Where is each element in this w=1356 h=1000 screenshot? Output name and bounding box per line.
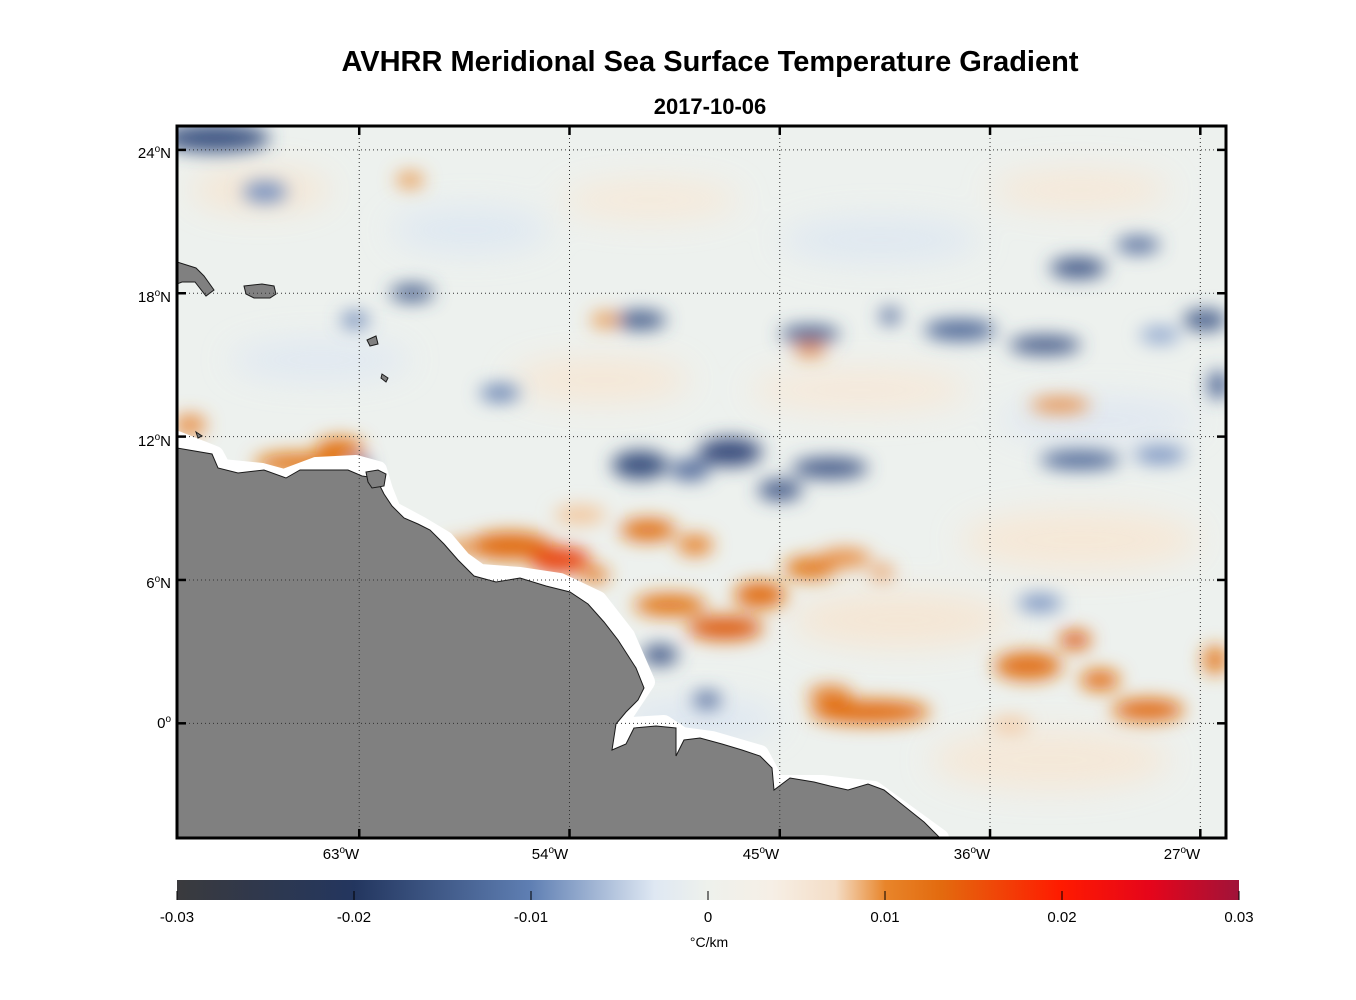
lat-tick-label: 0o xyxy=(157,714,171,732)
lon-tick-label: 45oW xyxy=(742,845,780,863)
lat-tick-label: 12oN xyxy=(137,432,171,450)
island-trinidad xyxy=(365,469,387,489)
colorbar-tick-label: 0.02 xyxy=(1047,909,1077,926)
island-guadeloupe xyxy=(366,335,379,347)
lat-tick-label: 6oN xyxy=(146,574,171,592)
island-martinique xyxy=(380,373,389,383)
gradient-field xyxy=(177,126,1226,838)
lat-tick-label: 18oN xyxy=(137,288,171,306)
island-hispaniola xyxy=(177,261,215,297)
map-frame xyxy=(175,124,1228,840)
colorbar-tick-label: -0.02 xyxy=(336,909,372,926)
lon-tick-label: 27oW xyxy=(1163,845,1201,863)
island-puerto-rico xyxy=(243,283,277,299)
colorbar-tick-label: -0.03 xyxy=(159,909,195,926)
colorbar-tick-label: 0 xyxy=(703,909,713,926)
colorbar-tick-label: 0.01 xyxy=(870,909,900,926)
colorbar-unit-label: °C/km xyxy=(689,934,729,950)
lon-tick-label: 54oW xyxy=(531,845,569,863)
lat-tick-label: 24oN xyxy=(137,144,171,162)
lon-tick-label: 63oW xyxy=(322,845,360,863)
map-date: 2017-10-06 xyxy=(653,94,767,119)
colorbar xyxy=(177,880,1239,900)
south-america-land xyxy=(177,447,941,838)
map-title: AVHRR Meridional Sea Surface Temperature… xyxy=(341,46,1079,78)
lon-tick-label: 36oW xyxy=(953,845,991,863)
colorbar-tick-label: 0.03 xyxy=(1224,909,1254,926)
colorbar-tick-label: -0.01 xyxy=(513,909,549,926)
colorbar-ticks xyxy=(176,891,1240,900)
